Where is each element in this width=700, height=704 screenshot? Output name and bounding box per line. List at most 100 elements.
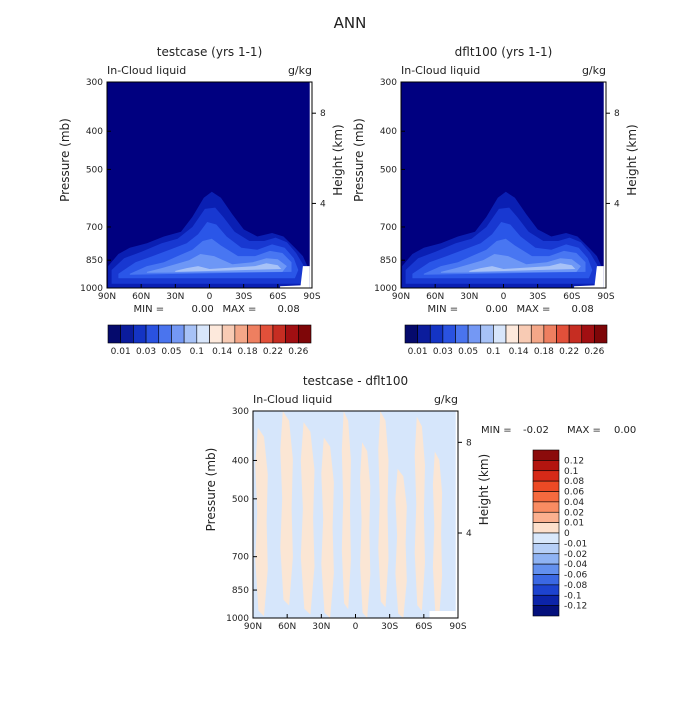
colorbar-swatch [145, 324, 160, 344]
colorbar-swatch [247, 324, 261, 344]
y-axis-title: Pressure (mb) [58, 118, 72, 202]
y-tick-label: 500 [86, 165, 103, 175]
plot-area [108, 82, 312, 288]
missing-data-edge [309, 82, 312, 288]
colorbar-swatch [298, 324, 312, 344]
colorbar-label: -0.06 [564, 571, 588, 581]
panel-title: dflt100 (yrs 1-1) [455, 45, 553, 59]
x-tick-label: 90N [392, 292, 410, 302]
colorbar-swatch [417, 324, 431, 344]
colorbar-label: 0.12 [564, 456, 584, 466]
contour-fill-0.06 [175, 263, 282, 272]
y2-tick-label: 4 [320, 199, 326, 209]
panel-dflt100: dflt100 (yrs 1-1) In-Cloud liquid g/kg 300 4… [352, 45, 639, 357]
colorbar-swatch [442, 324, 456, 344]
y-tick-label: 300 [86, 78, 103, 88]
positive-anomaly-region [378, 411, 389, 608]
missing-data-corner [429, 610, 456, 618]
colorbar-swatch [532, 532, 560, 544]
colorbar-swatch [532, 501, 560, 513]
colorbar-label: 0.14 [212, 347, 232, 357]
colorbar-swatch [530, 324, 545, 344]
colorbar-swatch [532, 574, 560, 586]
colorbar-swatch [594, 324, 608, 344]
field-label: In-Cloud liquid [107, 64, 186, 77]
min-label: MIN = [428, 304, 459, 315]
y-tick-label: 500 [380, 165, 397, 175]
max-label: MAX = [223, 304, 257, 315]
y-axis-title: Pressure (mb) [352, 118, 366, 202]
colorbar-label: -0.08 [564, 581, 588, 591]
y-tick-label: 500 [232, 495, 249, 505]
colorbar-label: -0.04 [564, 560, 588, 570]
max-label: MAX = [517, 304, 551, 315]
colorbar-swatch [532, 584, 560, 596]
max-label: MAX = [567, 425, 601, 436]
colorbar-swatch [429, 324, 444, 344]
colorbar-label: 0.26 [288, 347, 308, 357]
colorbar-label: 0.1 [564, 467, 578, 477]
plot-area [255, 411, 458, 618]
missing-data-region [280, 266, 310, 288]
page-title: ANN [334, 14, 367, 32]
missing-data-edge [455, 411, 458, 618]
missing-data-region [574, 266, 604, 288]
units-label: g/kg [434, 393, 458, 406]
colorbar-label: -0.01 [564, 539, 587, 549]
colorbar-label: 0.05 [458, 347, 478, 357]
max-value: 0.08 [572, 304, 594, 315]
colorbar-label: 0.01 [564, 519, 584, 529]
colorbar-label: 0.14 [509, 347, 529, 357]
colorbar-swatch [568, 324, 583, 344]
y-axis-title: Pressure (mb) [204, 448, 218, 532]
positive-anomaly-region [280, 411, 293, 606]
colorbar-swatch [272, 324, 286, 344]
colorbar-swatch [532, 543, 560, 555]
panel-title: testcase (yrs 1-1) [157, 45, 263, 59]
colorbar-swatch [234, 324, 248, 344]
y-tick-label: 1000 [226, 614, 249, 624]
colorbar-swatch [493, 324, 507, 344]
colorbar-swatch [480, 324, 494, 344]
min-value: 0.00 [192, 304, 214, 315]
y2-axis-title: Height (km) [331, 124, 345, 195]
x-tick-label: 30N [460, 292, 478, 302]
colorbar-swatch [543, 324, 557, 344]
colorbar-swatch [532, 511, 560, 523]
colorbar-swatch [581, 324, 595, 344]
colorbar-swatch [532, 522, 560, 534]
colorbar-swatch [133, 324, 147, 344]
y-tick-label: 700 [232, 553, 249, 563]
y-tick-label: 400 [86, 127, 103, 137]
field-label: In-Cloud liquid [253, 393, 332, 406]
x-tick-label: 60S [415, 622, 432, 632]
y-tick-label: 850 [232, 586, 249, 596]
min-value: -0.02 [523, 425, 549, 436]
colorbar-swatch [532, 553, 560, 565]
x-tick-label: 0 [353, 622, 359, 632]
x-tick-label: 60S [563, 292, 580, 302]
x-tick-label: 30S [235, 292, 252, 302]
colorbar-label: 0.22 [263, 347, 283, 357]
colorbar-label: -0.12 [564, 602, 587, 612]
y-tick-label: 850 [380, 256, 397, 266]
y-tick-label: 1000 [80, 284, 103, 294]
y-tick-label: 300 [232, 407, 249, 417]
colorbar-label: 0.08 [564, 477, 584, 487]
colorbar-label: -0.02 [564, 550, 587, 560]
colorbar-label: 0.22 [559, 347, 579, 357]
colorbar-label: 0.01 [408, 347, 428, 357]
positive-anomaly-region [432, 451, 443, 617]
y2-tick-label: 8 [466, 438, 472, 448]
x-tick-label: 90S [597, 292, 614, 302]
colorbar-swatch [404, 324, 418, 344]
colorbar-label: 0.1 [486, 347, 500, 357]
colorbar-swatch [158, 324, 172, 344]
y-tick-label: 850 [86, 256, 103, 266]
panel-title: testcase - dflt100 [303, 374, 408, 388]
x-tick-label: 0 [207, 292, 213, 302]
colorbar-swatch [532, 480, 560, 492]
max-value: 0.08 [278, 304, 300, 315]
colorbar-swatch [183, 324, 198, 344]
